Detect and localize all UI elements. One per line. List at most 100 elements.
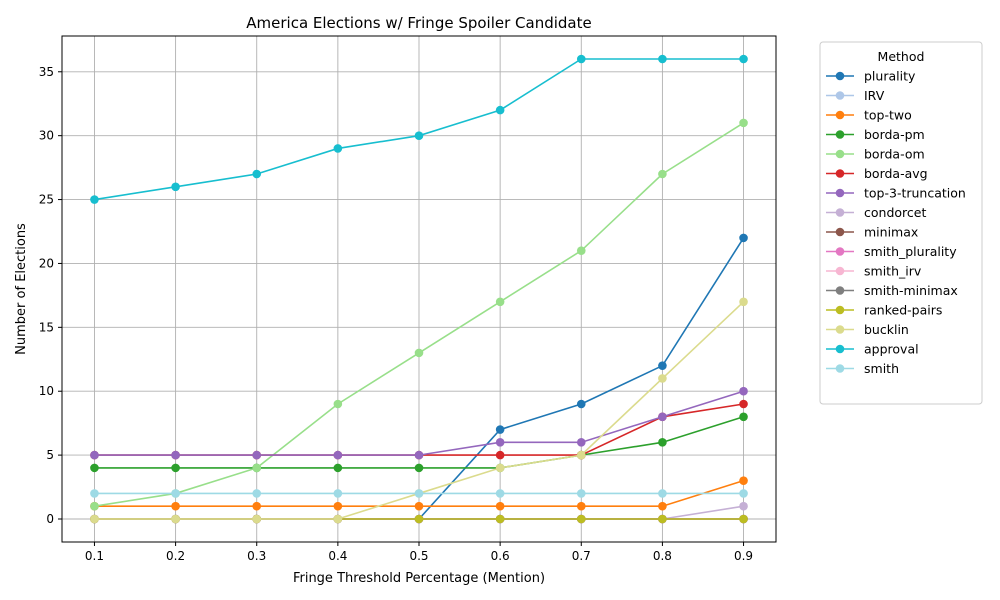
legend-label: smith_plurality <box>864 244 957 259</box>
data-point <box>171 489 180 498</box>
data-point <box>658 361 667 370</box>
data-point <box>739 54 748 64</box>
y-axis-label: Number of Elections <box>14 223 29 355</box>
series-approval <box>90 54 748 204</box>
legend-item: top-two <box>826 108 912 123</box>
y-tick-label: 20 <box>39 256 54 270</box>
legend-label: borda-avg <box>864 166 928 181</box>
y-tick-label: 35 <box>39 65 54 79</box>
data-point <box>739 297 748 307</box>
legend-frame <box>819 41 983 405</box>
y-tick-label: 10 <box>39 384 54 398</box>
data-point <box>495 501 505 511</box>
legend-swatch-marker <box>835 305 845 315</box>
legend-item: smith-minimax <box>826 283 958 298</box>
x-tick-label: 0.8 <box>653 549 672 563</box>
data-point <box>739 386 748 396</box>
data-point <box>576 450 586 460</box>
legend-swatch-marker <box>835 325 845 334</box>
legend-label: top-3-truncation <box>864 186 966 201</box>
data-point <box>252 169 262 179</box>
x-tick-label: 0.6 <box>491 549 510 563</box>
legend-label: bucklin <box>864 322 909 337</box>
data-point <box>658 412 667 422</box>
legend-item: ranked-pairs <box>826 303 942 318</box>
data-point <box>495 450 505 460</box>
data-point <box>171 501 180 511</box>
data-point <box>252 514 262 524</box>
legend-swatch-marker <box>835 169 845 178</box>
data-point <box>414 348 424 358</box>
legend-label: minimax <box>864 225 918 240</box>
legend-label: IRV <box>864 88 885 103</box>
x-tick-label: 0.9 <box>734 549 753 563</box>
data-point <box>333 514 343 524</box>
data-point <box>658 169 667 179</box>
data-point <box>90 195 99 204</box>
data-point <box>171 450 180 460</box>
y-axis-ticks: 0 5 10 15 20 25 30 35 <box>39 65 62 526</box>
legend-swatch-marker <box>835 344 845 354</box>
legend-items: plurality IRV top-two borda-pm borda-om borda… <box>826 69 966 376</box>
legend-label: ranked-pairs <box>864 303 942 318</box>
data-point <box>739 233 748 243</box>
data-point <box>658 438 667 447</box>
data-point <box>252 450 262 460</box>
data-point <box>414 489 424 498</box>
data-point <box>576 399 586 409</box>
data-point <box>414 501 424 511</box>
data-point <box>252 501 262 511</box>
data-point <box>495 489 505 498</box>
legend-item: smith_irv <box>826 264 922 279</box>
legend-swatch-marker <box>835 188 845 198</box>
data-point <box>658 374 667 383</box>
y-tick-label: 30 <box>39 129 54 143</box>
legend-item: plurality <box>826 69 916 84</box>
x-tick-label: 0.1 <box>85 549 104 563</box>
legend-swatch-marker <box>835 149 845 159</box>
y-tick-label: 0 <box>46 512 54 526</box>
legend-item: borda-om <box>826 147 925 162</box>
data-point <box>495 105 505 115</box>
legend-label: smith-minimax <box>864 283 958 298</box>
data-point <box>333 501 343 511</box>
data-point <box>739 399 748 409</box>
data-point <box>414 463 424 473</box>
legend-label: smith <box>864 361 899 376</box>
data-point <box>658 54 667 64</box>
data-point <box>333 144 343 153</box>
series-smith <box>90 489 748 498</box>
data-point <box>739 476 748 485</box>
y-tick-label: 5 <box>46 448 54 462</box>
data-point <box>414 514 424 524</box>
legend-item: approval <box>826 342 919 357</box>
data-point <box>333 463 343 473</box>
legend-label: plurality <box>864 69 916 84</box>
legend-label: condorcet <box>864 205 926 220</box>
data-point <box>739 412 748 422</box>
data-point <box>90 450 99 460</box>
data-point <box>658 501 667 511</box>
y-tick-label: 15 <box>39 320 54 334</box>
data-point <box>495 438 505 447</box>
x-tick-label: 0.5 <box>409 549 428 563</box>
legend-item: smith_plurality <box>826 244 957 259</box>
x-tick-label: 0.4 <box>328 549 347 563</box>
x-tick-label: 0.2 <box>166 549 185 563</box>
data-point <box>333 399 343 409</box>
legend-swatch-marker <box>835 71 845 81</box>
legend-item: borda-pm <box>826 127 925 142</box>
data-point <box>333 450 343 460</box>
data-point <box>576 54 586 64</box>
series-top-3-truncation <box>90 386 748 460</box>
y-tick-label: 25 <box>39 193 54 207</box>
legend-swatch-marker <box>835 364 845 373</box>
legend-label: borda-om <box>864 147 925 162</box>
legend-swatch-marker <box>835 110 845 120</box>
data-point <box>495 514 505 524</box>
data-point <box>90 463 99 473</box>
legend-swatch-marker <box>835 208 845 217</box>
legend-swatch-marker <box>835 286 845 295</box>
legend-swatch-marker <box>835 247 845 256</box>
